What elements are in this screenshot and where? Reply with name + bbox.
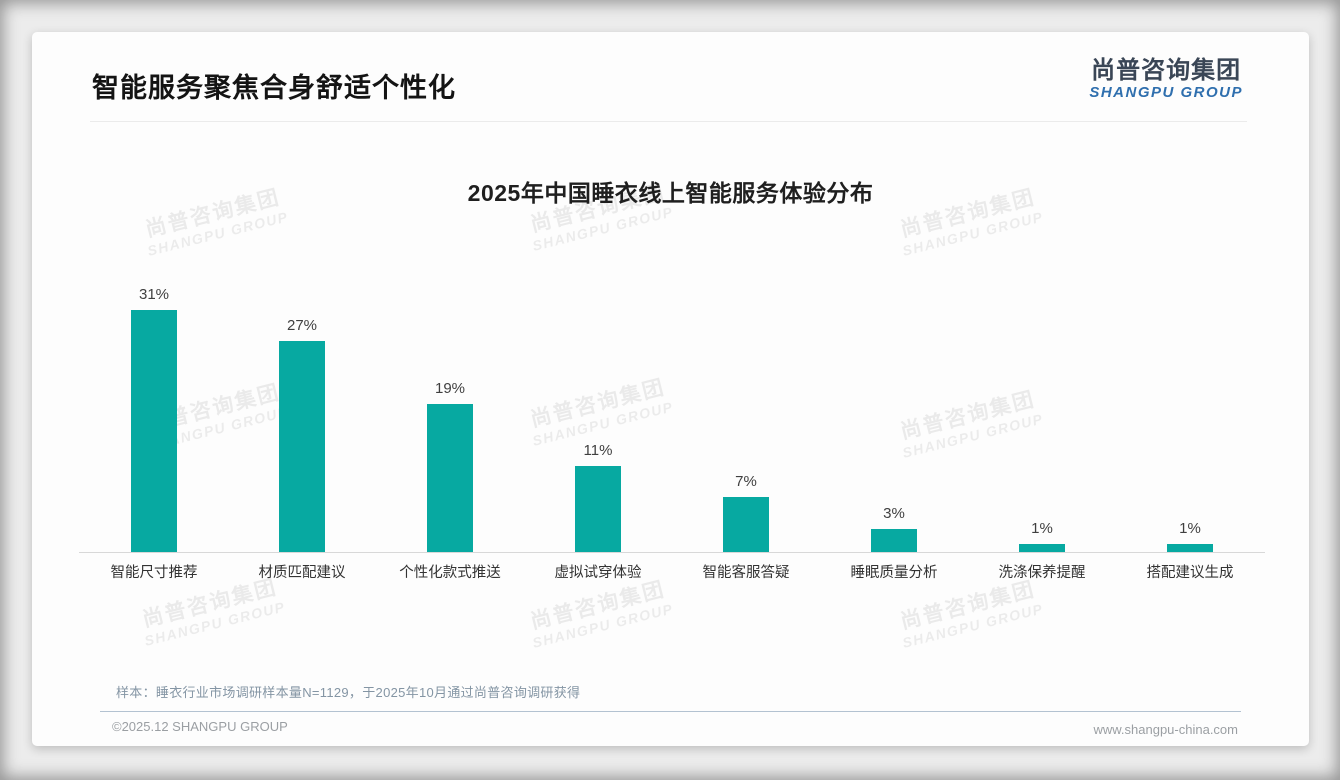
sample-note: 样本：睡衣行业市场调研样本量N=1129，于2025年10月通过尚普咨询调研获得 xyxy=(116,685,581,700)
bar-column: 3% xyxy=(820,262,968,552)
bar-value-label: 31% xyxy=(138,286,170,304)
chart-title: 2025年中国睡衣线上智能服务体验分布 xyxy=(467,180,874,206)
footer-divider xyxy=(100,711,1241,712)
category-label: 睡眠质量分析 xyxy=(850,565,938,581)
category-label: 智能客服答疑 xyxy=(702,565,790,581)
bar-column: 1% xyxy=(968,262,1116,552)
watermark: 尚普咨询集团 SHANGPU GROUP xyxy=(528,577,676,652)
logo-chinese-text: 尚普咨询集团 xyxy=(1091,57,1242,84)
category-label: 智能尺寸推荐 xyxy=(110,565,198,581)
category-label: 虚拟试穿体验 xyxy=(554,565,642,581)
bar-column: 11% xyxy=(524,262,672,552)
title-divider xyxy=(90,121,1247,122)
bar-value-label: 3% xyxy=(883,504,905,522)
bar xyxy=(427,403,473,552)
logo-english-text: SHANGPU GROUP xyxy=(1089,84,1243,102)
category-label: 洗涤保养提醒 xyxy=(998,565,1086,581)
bar-value-label: 27% xyxy=(286,317,318,335)
bar-value-label: 11% xyxy=(583,442,613,460)
bar xyxy=(1167,544,1213,552)
watermark: 尚普咨询集团 SHANGPU GROUP xyxy=(898,577,1046,652)
bar-column: 19% xyxy=(376,262,524,552)
bar-column: 7% xyxy=(672,262,820,552)
bar-column: 27% xyxy=(228,262,376,552)
slide-card: 尚普咨询集团 SHANGPU GROUP 尚普咨询集团 SHANGPU GROUP 尚普… xyxy=(32,32,1309,746)
bar-chart: 31% 27% 19% 11% 7% 3% 1% 1% xyxy=(80,262,1264,552)
footer-website: www.shangpu-china.com xyxy=(1093,722,1238,737)
x-axis-line xyxy=(79,552,1265,553)
bar xyxy=(1019,544,1065,552)
category-label: 搭配建议生成 xyxy=(1146,565,1234,581)
bar xyxy=(871,528,917,552)
footer-copyright: ©2025.12 SHANGPU GROUP xyxy=(112,719,288,734)
bar xyxy=(575,466,621,552)
x-axis-labels: 智能尺寸推荐 材质匹配建议 个性化款式推送 虚拟试穿体验 智能客服答疑 睡眠质量分析 洗涤保… xyxy=(80,561,1264,582)
bar-value-label: 19% xyxy=(434,379,466,397)
page-title: 智能服务聚焦合身舒适个性化 xyxy=(92,73,456,103)
bar-value-label: 7% xyxy=(735,473,757,491)
company-logo: 尚普咨询集团 SHANGPU GROUP xyxy=(1089,58,1243,101)
bar-column: 31% xyxy=(80,262,228,552)
bar-value-label: 1% xyxy=(1031,520,1053,538)
category-label: 材质匹配建议 xyxy=(258,565,346,581)
bar xyxy=(131,310,177,552)
bar xyxy=(279,341,325,552)
bar-value-label: 1% xyxy=(1179,520,1201,538)
bar xyxy=(723,497,769,552)
watermark: 尚普咨询集团 SHANGPU GROUP xyxy=(140,575,288,650)
bar-column: 1% xyxy=(1116,262,1264,552)
category-label: 个性化款式推送 xyxy=(399,565,501,581)
